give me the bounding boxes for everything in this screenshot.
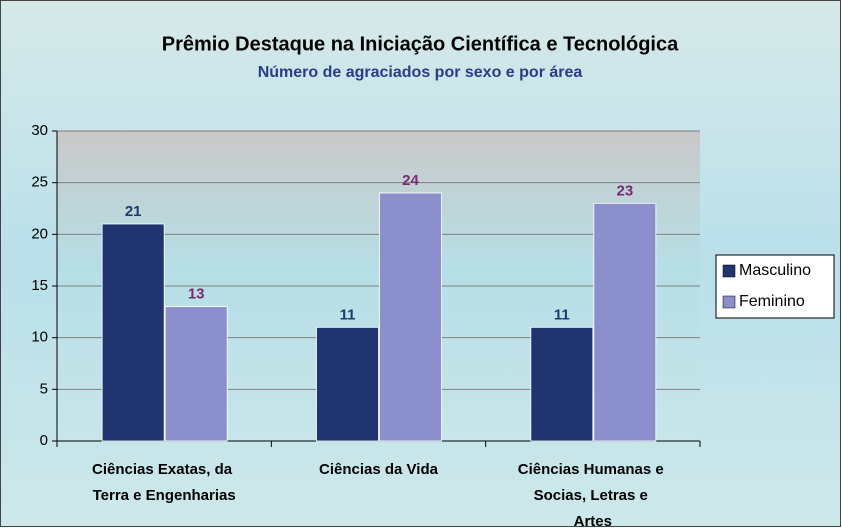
legend-label: Masculino [739, 262, 811, 279]
bar [164, 306, 228, 442]
data-label: 11 [340, 306, 356, 323]
chart-subtitle: Número de agraciados por sexo e por área [258, 64, 583, 81]
data-label: 23 [616, 182, 633, 199]
bar [316, 326, 379, 442]
data-label: 21 [125, 203, 142, 220]
data-label: 11 [554, 306, 570, 323]
x-tick-label: Ciências da Vida [319, 461, 439, 478]
y-tick-label: 5 [40, 380, 48, 397]
legend [715, 254, 835, 319]
data-label: 24 [402, 172, 419, 189]
bar [593, 202, 657, 442]
y-tick-label: 0 [40, 432, 48, 449]
bar [530, 326, 594, 442]
y-tick-label: 20 [31, 225, 48, 242]
y-tick-label: 25 [31, 174, 48, 191]
data-label: 13 [188, 286, 205, 303]
legend-swatch [722, 295, 736, 309]
bar [379, 192, 442, 442]
legend-label: Feminino [739, 293, 805, 310]
legend-swatch [722, 264, 736, 278]
y-tick-label: 10 [31, 329, 48, 346]
x-tick-label: Ciências Humanas e Socias, Letras e Arte… [518, 461, 668, 528]
y-tick-label: 15 [31, 277, 48, 294]
x-tick-label: Ciências Exatas, da Terra e Engenharias [92, 461, 236, 504]
y-tick-label: 30 [31, 122, 48, 139]
bar [101, 223, 165, 442]
chart-title: Prêmio Destaque na Iniciação Científica … [162, 33, 679, 55]
